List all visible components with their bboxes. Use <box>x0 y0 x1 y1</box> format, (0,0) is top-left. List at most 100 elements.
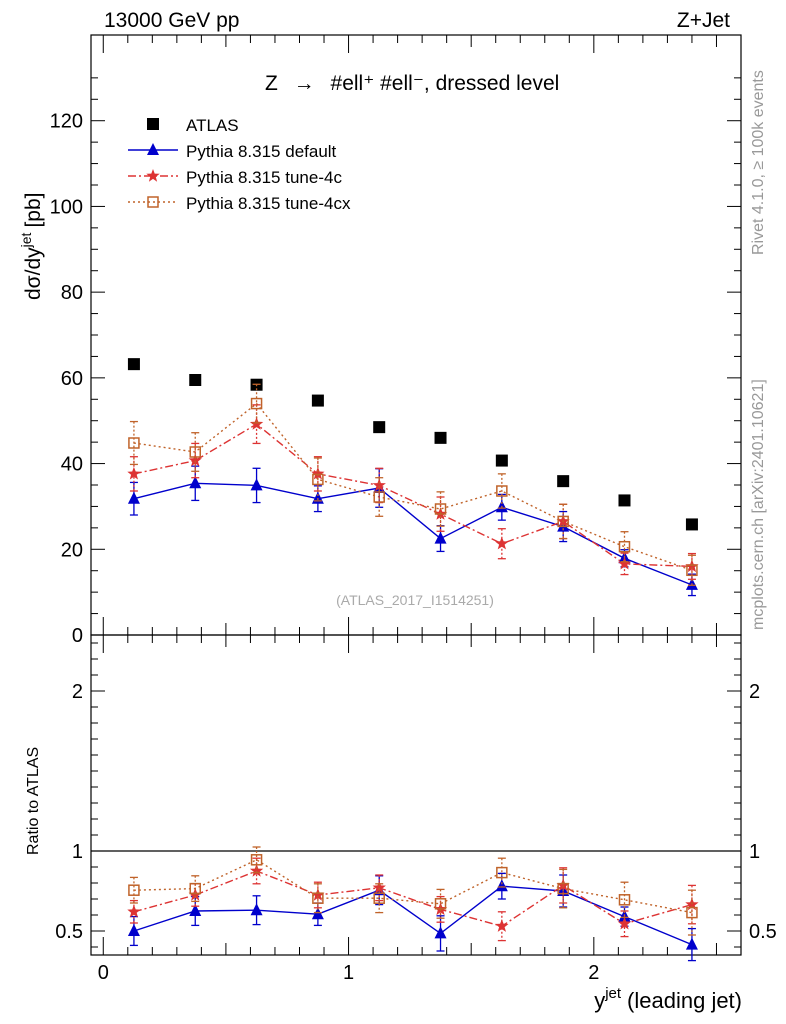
side-label-bottom: mcplots.cern.ch [arXiv:2401.10621] <box>750 379 767 630</box>
main-point-tune4cx <box>312 473 324 486</box>
ratio-line-tune4cx <box>133 859 693 914</box>
ratio-point-tune4cx <box>434 898 447 910</box>
main-point-tune4cx <box>618 540 631 553</box>
ratio-point-tune4cx <box>557 882 569 895</box>
main-point-tune4c <box>372 478 386 492</box>
legend-label-default: Pythia 8.315 default <box>186 142 337 161</box>
ratio-point-tune4cx <box>250 854 263 866</box>
ratio-line-tune4c <box>133 870 693 927</box>
ratio-plot-frame <box>90 634 742 956</box>
legend: ATLAS Pythia 8.315 default Pythia 8.315 … <box>128 116 351 213</box>
main-point-atlas <box>685 518 698 531</box>
main-y-label-sup: jet <box>18 232 34 248</box>
ratio-series-tune4cx <box>128 846 698 936</box>
side-label-top: Rivet 4.1.0, ≥ 100k events <box>750 70 767 255</box>
main-point-default <box>250 478 263 491</box>
plot-title-arrow: → <box>294 72 315 95</box>
ratio-y-tick-label: 1 <box>72 841 83 863</box>
main-y-tick-label: 40 <box>61 454 83 476</box>
ratio-point-default <box>434 926 447 939</box>
plot-title-suffix: #ell⁺ #ell⁻, dressed level <box>331 72 560 95</box>
main-point-tune4cx <box>496 485 508 497</box>
main-point-atlas <box>434 431 447 444</box>
ratio-point-tune4cx <box>128 884 140 896</box>
x-axis-label-rest: (leading jet) <box>627 988 742 1013</box>
x-tick-label: 2 <box>588 962 599 984</box>
ratio-point-tune4cx <box>312 892 324 904</box>
x-axis: 0 1 2 <box>98 35 717 984</box>
plot-title-prefix: Z <box>265 72 278 95</box>
ratio-point-tune4c <box>617 916 632 930</box>
main-point-atlas <box>189 374 202 386</box>
ratio-point-tune4cx <box>189 882 201 895</box>
ratio-point-tune4c <box>311 888 325 901</box>
ratio-y-tick-label: 0.5 <box>55 921 83 943</box>
ratio-point-tune4cx <box>686 906 698 919</box>
main-series-layer <box>127 358 699 597</box>
main-point-atlas <box>618 494 631 507</box>
ratio-point-tune4c <box>372 880 386 894</box>
x-tick-label: 1 <box>343 962 354 984</box>
x-axis-label: yjet (leading jet) <box>594 985 742 1013</box>
main-point-default <box>127 491 140 504</box>
ratio-point-tune4cx <box>373 892 385 904</box>
main-point-default <box>434 531 447 544</box>
x-tick-label: 0 <box>98 962 109 984</box>
main-series-atlas <box>127 358 698 531</box>
main-point-tune4cx <box>557 515 569 528</box>
ratio-point-tune4cx <box>496 866 508 879</box>
main-point-tune4cx <box>434 503 447 515</box>
process-label: Z+Jet <box>677 9 730 32</box>
ratio-point-tune4cx <box>618 894 631 906</box>
main-y-tick-label: 100 <box>50 196 83 218</box>
ratio-y-tick-label: 2 <box>72 681 83 703</box>
analysis-watermark: (ATLAS_2017_I1514251) <box>336 592 494 608</box>
main-point-tune4cx <box>189 446 201 458</box>
main-line-tune4cx <box>133 402 693 571</box>
main-point-tune4c <box>311 466 325 480</box>
main-point-tune4cx <box>686 564 698 577</box>
main-point-atlas <box>373 421 386 434</box>
main-point-atlas <box>127 358 140 371</box>
ratio-point-tune4c <box>127 904 141 918</box>
main-point-default <box>189 476 202 489</box>
main-y-axis: 0 20 40 60 80 100 120 <box>50 77 741 647</box>
main-point-tune4c <box>495 536 509 550</box>
ratio-y-axis: 0.5 0.5 1 1 2 2 <box>55 642 777 948</box>
ratio-y-label: Ratio to ATLAS <box>25 747 42 855</box>
main-point-tune4c <box>617 556 632 570</box>
ratio-y-tick-label-right: 2 <box>749 681 760 703</box>
main-y-tick-label: 80 <box>61 282 83 304</box>
main-point-tune4cx <box>373 491 385 503</box>
legend-marker-default <box>147 143 159 155</box>
ratio-point-default <box>495 879 508 892</box>
main-point-tune4cx <box>128 437 140 449</box>
legend-marker-tune4c <box>146 169 160 182</box>
legend-marker-atlas <box>147 118 159 130</box>
ratio-point-default <box>189 904 202 916</box>
main-y-tick-label: 20 <box>61 539 83 561</box>
ratio-point-default <box>250 903 263 916</box>
x-axis-label-sup: jet <box>604 985 622 1002</box>
ratio-point-tune4c <box>249 864 264 877</box>
main-point-tune4c <box>188 453 202 467</box>
main-series-tune4c <box>127 404 699 580</box>
main-y-label: dσ/dyjet [pb] <box>18 193 45 300</box>
energy-label: 13000 GeV pp <box>104 9 239 32</box>
main-line-tune4c <box>133 423 692 568</box>
ratio-y-tick-label-right: 1 <box>749 841 760 863</box>
main-point-tune4c <box>127 466 141 480</box>
ratio-point-tune4c <box>556 878 570 892</box>
main-y-label-unit: [pb] <box>22 193 45 228</box>
main-point-tune4cx <box>250 397 263 410</box>
main-line-default <box>133 482 693 586</box>
main-point-atlas <box>557 475 570 488</box>
main-y-label-text: dσ/dy <box>22 247 45 300</box>
x-axis-label-var: y <box>594 988 605 1013</box>
legend-marker-tune4cx <box>147 196 159 208</box>
main-point-atlas <box>495 454 508 467</box>
ratio-series-layer <box>127 846 699 962</box>
legend-label-tune4cx: Pythia 8.315 tune-4cx <box>186 194 351 213</box>
main-series-tune4cx <box>128 383 698 586</box>
